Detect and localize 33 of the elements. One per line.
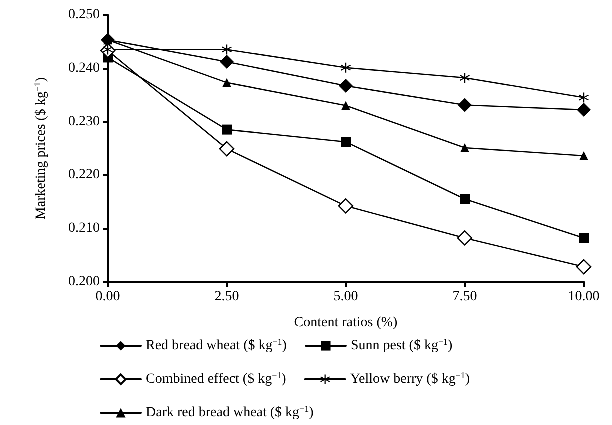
- y-axis-title: Marketing prices ($ kg−1): [32, 77, 49, 220]
- y-tick-label: 0.220: [68, 168, 100, 183]
- y-tick-label: 0.240: [68, 60, 100, 76]
- point: [222, 124, 232, 135]
- point: [457, 230, 473, 246]
- point: [219, 141, 235, 157]
- point: [458, 98, 472, 112]
- point: [577, 103, 591, 118]
- point: [576, 259, 592, 275]
- x-axis-title: Content ratios (%): [294, 316, 398, 330]
- point: [341, 137, 351, 148]
- point: [460, 73, 470, 84]
- y-tick-label: 0.230: [68, 114, 100, 130]
- point: [339, 79, 353, 94]
- y-tick-label: 0.250: [68, 8, 100, 22]
- x-tick-label: 0.00: [96, 290, 120, 304]
- x-tick-label: 2.50: [214, 290, 240, 304]
- point: [222, 44, 232, 55]
- point: [220, 54, 234, 69]
- point: [579, 233, 589, 244]
- point: [460, 194, 470, 204]
- y-tick-label: 0.200: [68, 274, 100, 290]
- x-tick-label: 10.00: [568, 290, 600, 304]
- point: [579, 92, 589, 103]
- point: [342, 101, 350, 110]
- point: [341, 62, 351, 73]
- point: [580, 151, 588, 160]
- x-tick-label: 5.00: [334, 290, 358, 304]
- point: [222, 78, 232, 88]
- y-tick-label: 0.210: [68, 221, 100, 236]
- point: [460, 143, 470, 152]
- point: [338, 198, 354, 214]
- x-tick-label: 7.50: [452, 290, 478, 304]
